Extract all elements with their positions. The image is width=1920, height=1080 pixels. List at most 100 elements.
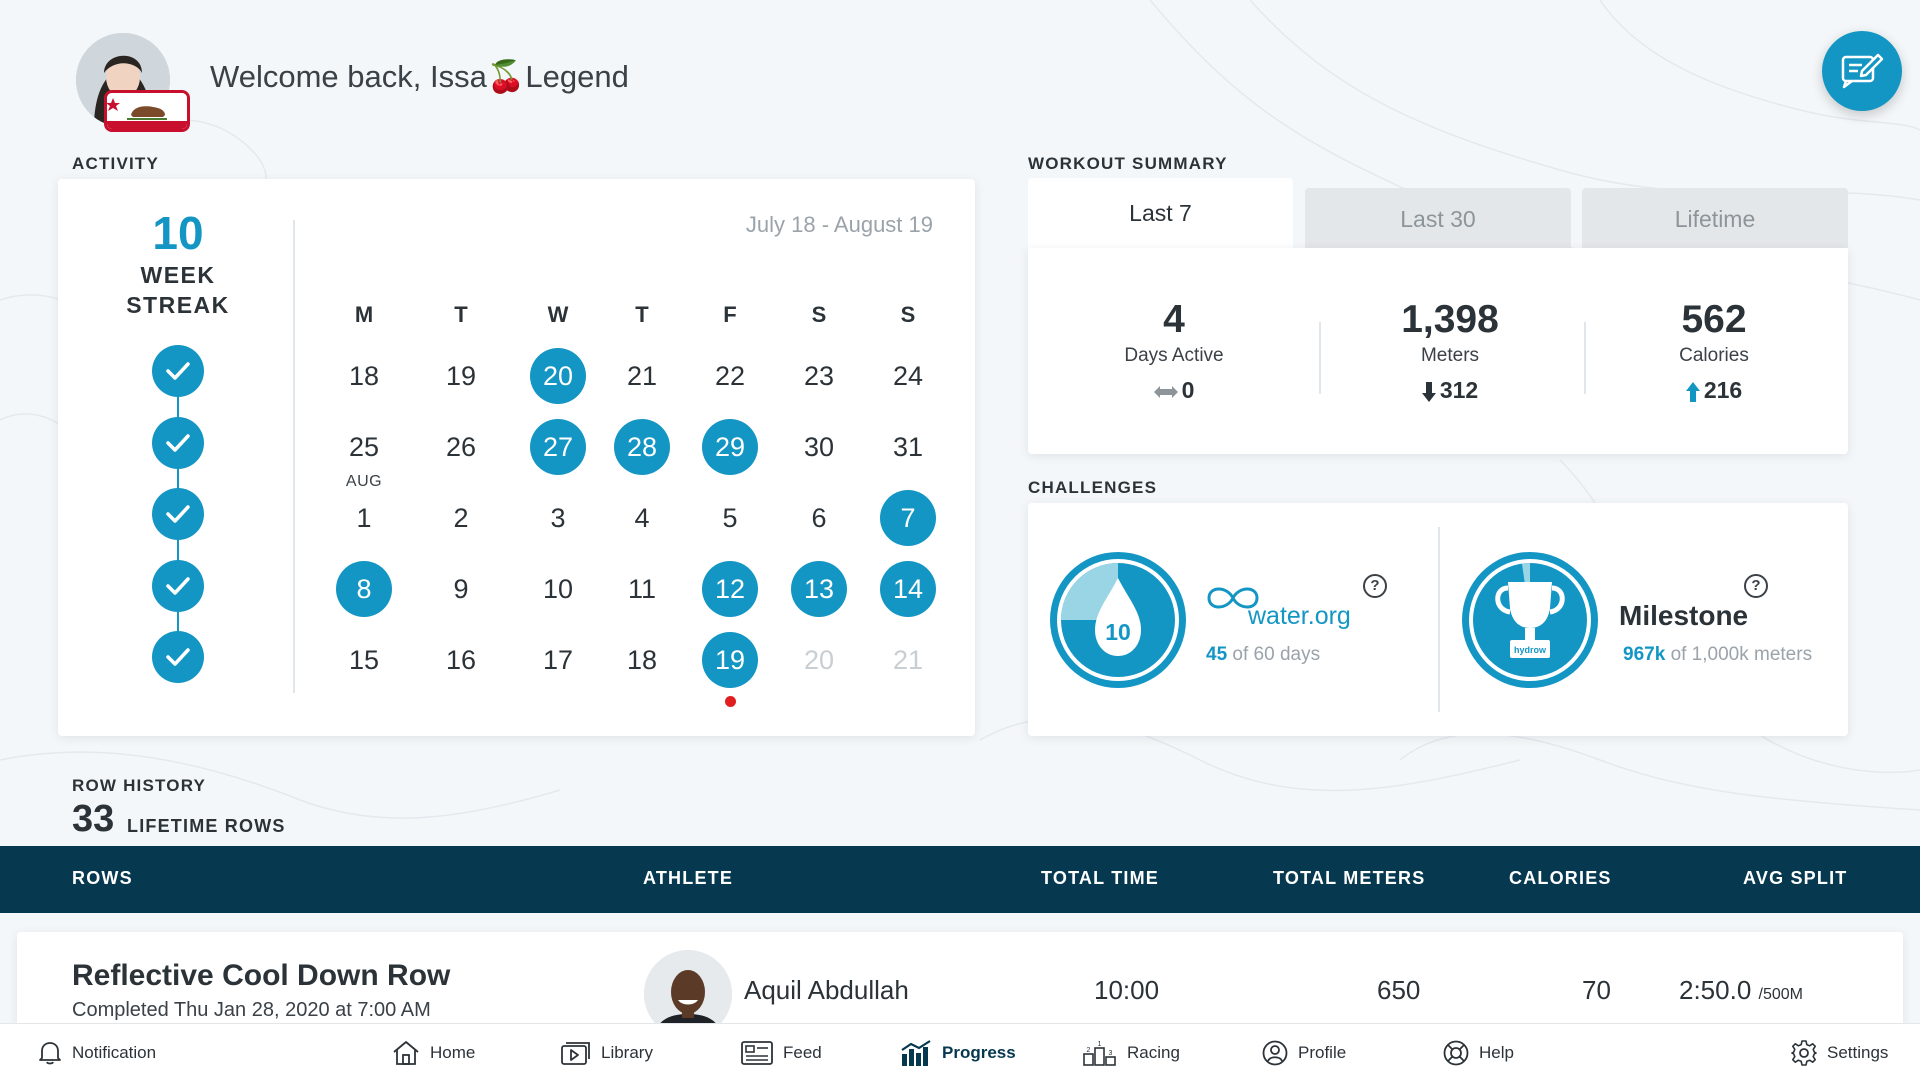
calendar-day-active[interactable]: 19 [702, 632, 758, 688]
streak-check-icon [152, 631, 204, 683]
calendar-day[interactable]: 9 [453, 574, 469, 604]
calendar-day[interactable]: 24 [892, 361, 924, 391]
calendar-day-active[interactable]: 12 [702, 561, 758, 617]
streak-label-week: WEEK [140, 262, 216, 288]
calendar-day-active[interactable]: 27 [530, 419, 586, 475]
meters-value: 1,398 [1401, 298, 1499, 341]
challenge-divider [1438, 527, 1440, 712]
today-indicator [725, 696, 736, 707]
calendar-day[interactable]: 3 [550, 503, 566, 533]
calendar-day[interactable]: 30 [803, 432, 835, 462]
trophy-badge-icon: hydrow [1462, 552, 1598, 688]
calories-value: 562 [1681, 298, 1747, 341]
nav-progress[interactable]: Progress [900, 1024, 1016, 1080]
row-total-meters: 650 [1377, 975, 1421, 1005]
feed-icon [741, 1040, 773, 1065]
calendar-day[interactable]: 5 [722, 503, 738, 533]
days-active-value: 4 [1163, 298, 1185, 341]
svg-text:1: 1 [1098, 1041, 1102, 1048]
weekday-label: F [723, 302, 737, 327]
water-org-logo: water.org [1205, 578, 1377, 639]
column-rows[interactable]: ROWS [72, 868, 133, 888]
lifetime-rows-count: 33 [72, 798, 115, 840]
calendar-day[interactable]: 21 [892, 645, 924, 675]
nav-racing[interactable]: 1 2 3 Racing [1083, 1024, 1180, 1080]
progress-icon [901, 1039, 931, 1066]
milestone-help-icon[interactable]: ? [1744, 574, 1768, 598]
calendar-day-active[interactable]: 28 [614, 419, 670, 475]
milestone-challenge-badge[interactable]: hydrow [1460, 550, 1600, 690]
calendar-day-active[interactable]: 14 [880, 561, 936, 617]
water-org-logo-text: water.org [1247, 602, 1351, 630]
nav-home[interactable]: Home [392, 1024, 475, 1080]
calendar-day[interactable]: 6 [811, 503, 827, 533]
calendar-day-active[interactable]: 20 [530, 348, 586, 404]
calendar-day[interactable]: 18 [348, 361, 380, 391]
weekday-label: S [900, 302, 916, 327]
calendar-day-active[interactable]: 13 [791, 561, 847, 617]
calendar-day[interactable]: 16 [445, 645, 477, 675]
hydrow-badge-text: hydrow [1514, 645, 1547, 655]
month-marker: AUG [345, 473, 383, 490]
nav-settings[interactable]: Settings [1791, 1024, 1888, 1080]
calendar-day[interactable]: 1 [356, 503, 372, 533]
calendar-day-active[interactable]: 7 [880, 490, 936, 546]
library-icon [561, 1041, 590, 1065]
nav-library[interactable]: Library [561, 1024, 653, 1080]
column-total-meters[interactable]: TOTAL METERS [1273, 868, 1426, 888]
nav-feed[interactable]: Feed [741, 1024, 822, 1080]
weekday-label: M [354, 302, 374, 327]
calendar-day[interactable]: 4 [634, 503, 650, 533]
stat-divider [1319, 322, 1321, 394]
up-arrow-icon [1685, 381, 1700, 402]
calendar-day[interactable]: 23 [803, 361, 835, 391]
calendar-day[interactable]: 31 [892, 432, 924, 462]
water-help-icon[interactable]: ? [1363, 574, 1387, 598]
stat-divider [1584, 322, 1586, 394]
calendar-day[interactable]: 25 [348, 432, 380, 462]
calendar-day[interactable]: 11 [627, 574, 657, 604]
challenges-card: 10 water.org ? 45 of 60 days [1028, 503, 1848, 736]
row-history-section-label: ROW HISTORY [72, 776, 207, 795]
days-active-label: Days Active [1124, 345, 1224, 366]
calendar-day[interactable]: 17 [542, 645, 574, 675]
water-challenge-badge[interactable]: 10 [1048, 550, 1188, 690]
calendar-day[interactable]: 19 [445, 361, 477, 391]
column-total-time[interactable]: TOTAL TIME [1041, 868, 1159, 888]
calendar-day[interactable]: 26 [445, 432, 477, 462]
row-completed-date: Completed Thu Jan 28, 2020 at 7:00 AM [72, 999, 431, 1021]
help-icon [1443, 1040, 1469, 1065]
calendar-day[interactable]: 10 [542, 574, 574, 604]
athlete-name: Aquil Abdullah [744, 975, 909, 1005]
calendar-day[interactable]: 22 [714, 361, 746, 391]
calendar-day[interactable]: 20 [803, 645, 835, 675]
nav-help[interactable]: Help [1443, 1024, 1514, 1080]
calendar-day-active[interactable]: 8 [336, 561, 392, 617]
neutral-arrow-icon [1153, 385, 1178, 398]
lifetime-rows-label: LIFETIME ROWS [127, 816, 286, 836]
column-athlete[interactable]: ATHLETE [643, 868, 734, 888]
meters-delta: 312 [1350, 377, 1550, 404]
meters-label: Meters [1420, 345, 1480, 366]
row-total-time: 10:00 [1094, 975, 1160, 1005]
home-icon [393, 1040, 419, 1065]
row-history-table-header: ROWS ATHLETE TOTAL TIME TOTAL METERS CAL… [0, 846, 1920, 913]
column-calories[interactable]: CALORIES [1509, 868, 1612, 888]
days-active-delta: 0 [1074, 377, 1274, 404]
calendar-day[interactable]: 21 [626, 361, 658, 391]
nav-notification[interactable]: Notification [38, 1024, 156, 1080]
svg-text:3: 3 [1109, 1050, 1113, 1057]
water-progress: 45 of 60 days [1206, 644, 1321, 665]
calendar-day[interactable]: 18 [626, 645, 658, 675]
calendar-day[interactable]: 2 [453, 503, 469, 533]
weekday-label: T [635, 302, 649, 327]
column-avg-split[interactable]: AVG SPLIT [1743, 868, 1848, 888]
nav-profile[interactable]: Profile [1262, 1024, 1346, 1080]
calendar-day-active[interactable]: 29 [702, 419, 758, 475]
calendar-day[interactable]: 15 [348, 645, 380, 675]
svg-text:2: 2 [1087, 1047, 1091, 1054]
weekday-label: T [454, 302, 468, 327]
activity-section-label: ACTIVITY [72, 154, 160, 173]
profile-icon [1262, 1040, 1288, 1065]
